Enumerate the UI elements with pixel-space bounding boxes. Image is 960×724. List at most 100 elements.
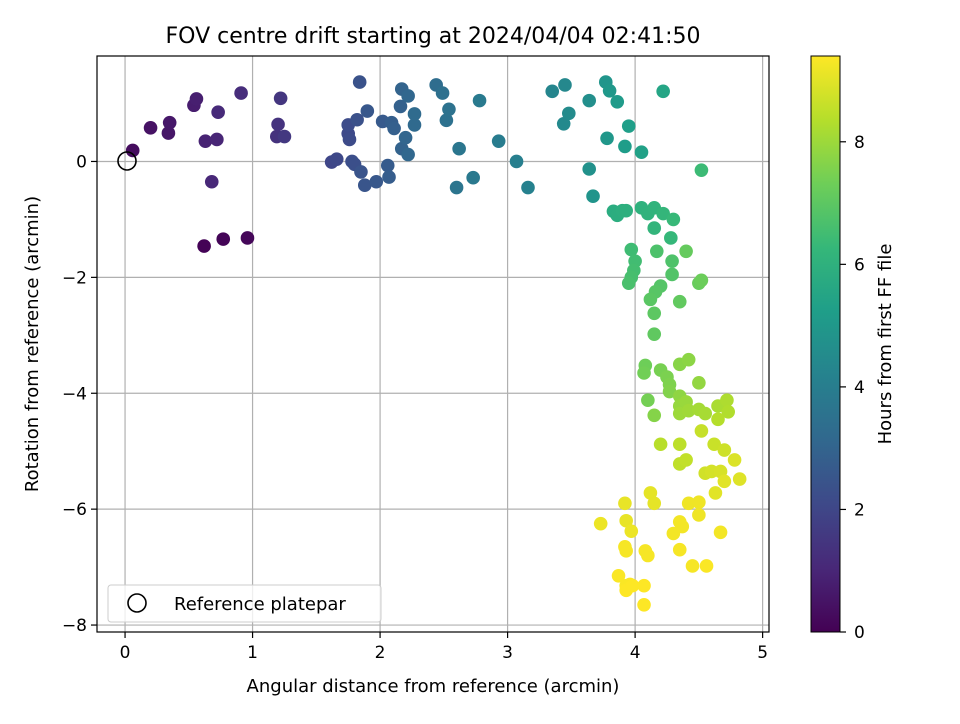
data-point — [329, 152, 344, 166]
data-point — [407, 118, 422, 132]
data-point — [625, 578, 640, 593]
data-point — [610, 94, 625, 109]
data-point — [277, 129, 292, 144]
data-point — [621, 119, 636, 133]
data-point — [558, 78, 572, 92]
data-point — [143, 121, 158, 135]
data-point — [634, 145, 649, 159]
data-point — [665, 267, 679, 282]
data-point — [637, 597, 651, 612]
data-point — [679, 453, 693, 467]
data-point — [681, 403, 696, 418]
legend-box — [107, 584, 382, 623]
colorbar-label: Hours from first FF file — [875, 244, 896, 445]
colorbar: 0 2 4 6 8 Hours from first FF file — [810, 55, 896, 643]
data-point — [641, 393, 655, 408]
data-point — [162, 115, 177, 130]
data-point — [271, 117, 285, 132]
data-point — [717, 474, 732, 489]
x-tick-label: 2 — [375, 643, 386, 663]
data-point — [593, 516, 608, 531]
y-tick-label: −4 — [62, 384, 87, 404]
data-point — [717, 443, 732, 457]
data-point — [449, 180, 464, 195]
data-point — [672, 542, 687, 557]
legend-label-reference: Reference platepar — [174, 594, 346, 615]
data-point — [342, 132, 357, 147]
data-point — [398, 130, 413, 145]
data-point — [694, 273, 709, 288]
data-point — [692, 376, 706, 390]
data-point — [656, 84, 670, 99]
data-point — [556, 116, 571, 131]
data-point — [491, 134, 506, 148]
data-point — [125, 143, 140, 158]
data-point — [611, 568, 626, 583]
data-point — [521, 180, 535, 195]
data-point — [240, 231, 255, 245]
data-point — [618, 139, 632, 154]
data-point — [619, 544, 633, 558]
y-axis-label: Rotation from reference (arcmin) — [22, 196, 43, 492]
data-point — [649, 244, 664, 259]
data-point — [407, 107, 422, 121]
x-tick-label: 5 — [757, 643, 768, 663]
data-point — [211, 105, 225, 120]
y-tick-label: −8 — [62, 616, 87, 636]
data-point — [665, 254, 679, 268]
x-tick-label: 0 — [120, 643, 131, 663]
data-point — [707, 437, 721, 452]
y-tick-label: −6 — [62, 500, 87, 520]
data-point — [666, 212, 681, 227]
data-point — [699, 559, 714, 573]
data-point — [653, 437, 668, 452]
data-points — [125, 75, 747, 612]
grid — [97, 56, 769, 632]
data-point — [161, 126, 176, 140]
plot-frame — [96, 55, 770, 633]
data-point — [666, 526, 681, 541]
x-axis-ticks: 0 1 2 3 4 5 — [120, 632, 768, 663]
data-point — [681, 352, 696, 367]
data-point — [637, 366, 651, 380]
data-point — [354, 165, 368, 179]
data-point — [711, 412, 725, 427]
data-point — [685, 559, 700, 573]
y-tick-label: −2 — [62, 268, 87, 288]
data-point — [619, 203, 633, 218]
data-point — [234, 86, 248, 100]
y-axis-ticks: 0 −2 −4 −6 −8 — [62, 152, 97, 636]
data-point — [647, 306, 662, 321]
reference-marker — [117, 151, 137, 171]
data-point — [466, 170, 480, 185]
data-point — [435, 86, 450, 100]
data-point — [727, 453, 742, 467]
data-point — [624, 524, 639, 538]
data-point — [656, 206, 670, 221]
data-point — [681, 496, 696, 511]
data-point — [732, 472, 747, 486]
data-point — [582, 93, 597, 108]
data-point — [360, 104, 375, 118]
colorbar-tick-label: 8 — [854, 133, 865, 153]
data-point — [708, 486, 723, 500]
colorbar-ticks: 0 2 4 6 8 — [840, 133, 865, 643]
data-point — [694, 424, 709, 438]
y-tick-label: 0 — [76, 152, 87, 172]
data-point — [641, 548, 655, 563]
data-point — [472, 93, 487, 108]
data-point — [618, 496, 632, 511]
data-point — [619, 513, 633, 528]
data-point — [647, 496, 662, 511]
data-point — [662, 384, 677, 399]
data-point — [562, 106, 576, 121]
data-point — [713, 525, 728, 540]
data-point — [698, 406, 713, 421]
data-point — [647, 221, 662, 235]
data-point — [357, 178, 372, 193]
data-point — [350, 112, 364, 127]
x-axis-label: Angular distance from reference (arcmin) — [247, 676, 620, 697]
data-point — [439, 113, 454, 128]
data-point — [692, 508, 706, 522]
